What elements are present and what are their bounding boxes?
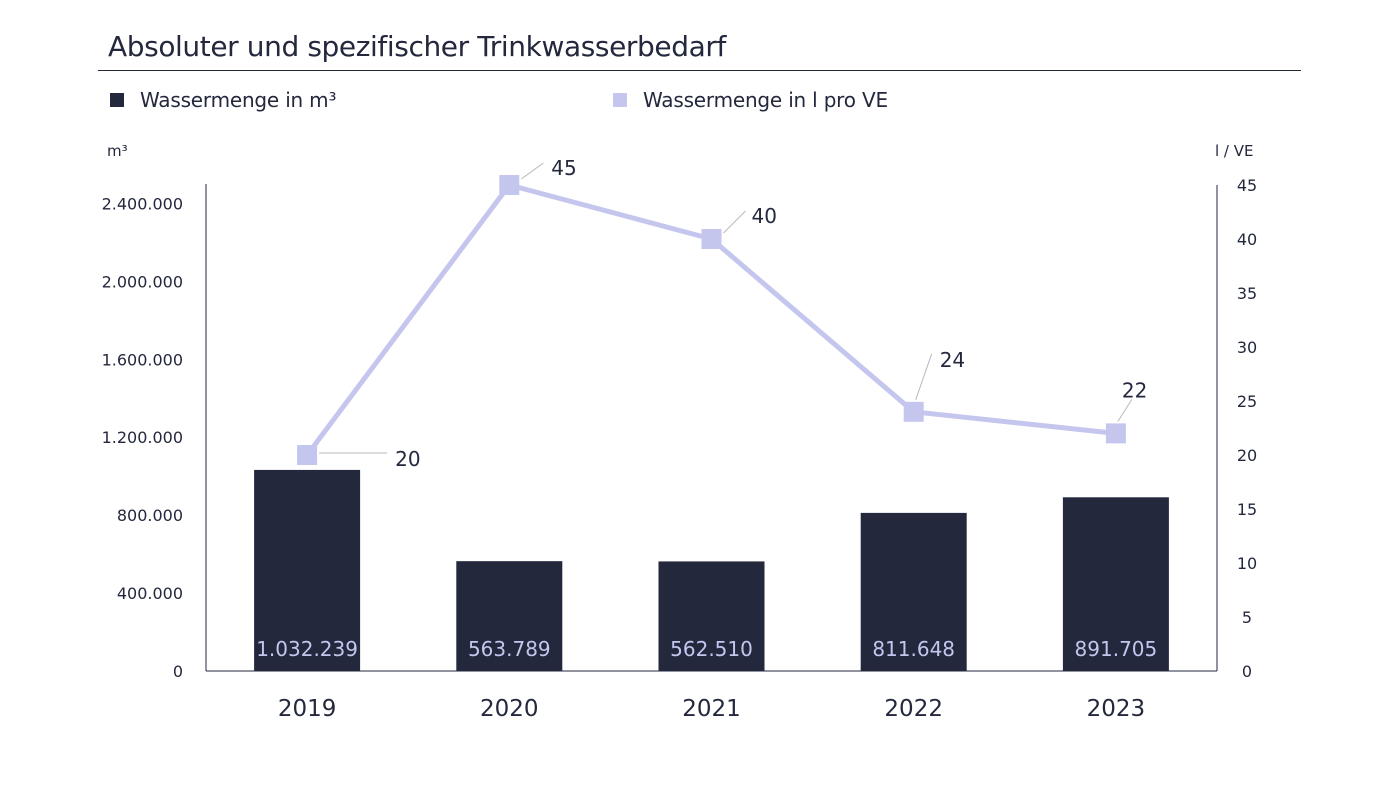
y-right-tick-label: 40 <box>1237 230 1257 249</box>
y-left-tick-label: 0 <box>173 662 183 681</box>
line-value-label: 22 <box>1122 378 1147 402</box>
x-tick-label: 2019 <box>278 696 337 722</box>
bar-value-label: 1.032.239 <box>256 637 358 661</box>
legend-swatch-bars <box>110 93 124 107</box>
x-tick-label: 2023 <box>1087 696 1146 722</box>
leader-line <box>1117 399 1133 422</box>
x-tick-label: 2021 <box>682 696 741 722</box>
y-left-tick-label: 1.600.000 <box>102 350 183 369</box>
title-divider <box>98 70 1301 71</box>
y-right-tick-label: 35 <box>1237 284 1257 303</box>
bar-value-label: 811.648 <box>872 637 955 661</box>
line-value-label: 24 <box>940 348 965 372</box>
y-right-tick-label: 25 <box>1237 392 1257 411</box>
line-point-marker <box>903 401 924 422</box>
bar-value-label: 563.789 <box>468 637 551 661</box>
y-right-tick-label: 5 <box>1242 608 1252 627</box>
line-point-marker <box>297 445 318 465</box>
line-value-label: 20 <box>395 447 420 471</box>
line-value-label: 45 <box>551 156 576 180</box>
bar <box>1062 497 1169 671</box>
y-left-tick-label: 2.000.000 <box>102 272 183 291</box>
bar <box>860 512 967 671</box>
line-series <box>305 182 1117 457</box>
bar <box>456 561 563 671</box>
y-left-tick-label: 2.400.000 <box>102 194 183 213</box>
x-tick-label: 2020 <box>480 696 539 722</box>
leader-line <box>915 353 933 400</box>
legend-item-line: Wassermenge in l pro VE <box>613 88 888 112</box>
y-left-tick-label: 400.000 <box>117 584 183 603</box>
y-axis-right-unit: l / VE <box>1215 142 1254 160</box>
y-right-tick-label: 45 <box>1237 176 1257 195</box>
legend-swatch-line <box>613 93 627 107</box>
y-right-tick-label: 30 <box>1237 338 1257 357</box>
y-left-tick-label: 1.200.000 <box>102 428 183 447</box>
chart-title: Absoluter und spezifischer Trinkwasserbe… <box>108 30 726 63</box>
leader-line <box>521 162 544 180</box>
legend-item-bars: Wassermenge in m³ <box>110 88 336 112</box>
leader-line <box>723 210 746 234</box>
bar-value-label: 562.510 <box>670 637 753 661</box>
y-right-tick-label: 15 <box>1237 500 1257 519</box>
line-value-label: 40 <box>752 204 777 228</box>
bar <box>254 469 361 671</box>
bar-value-label: 891.705 <box>1075 637 1158 661</box>
y-left-tick-label: 800.000 <box>117 506 183 525</box>
line-point-marker <box>701 229 722 249</box>
y-axis-left-unit: m³ <box>107 142 128 160</box>
x-tick-label: 2022 <box>884 696 943 722</box>
bar <box>658 561 765 671</box>
line-point-marker <box>499 175 520 195</box>
y-right-tick-label: 10 <box>1237 554 1257 573</box>
line-point-marker <box>1105 423 1126 444</box>
y-right-tick-label: 0 <box>1242 662 1252 681</box>
legend-label-bars: Wassermenge in m³ <box>140 88 337 112</box>
y-right-tick-label: 20 <box>1237 446 1257 465</box>
legend-label-line: Wassermenge in l pro VE <box>643 88 888 112</box>
